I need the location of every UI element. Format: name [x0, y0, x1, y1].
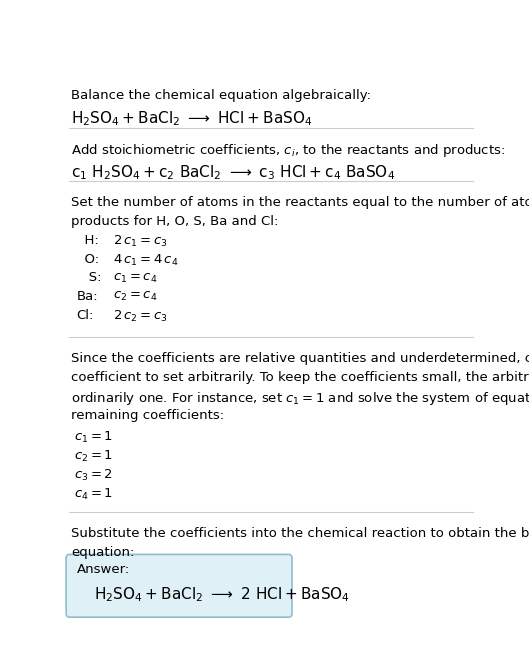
Text: Since the coefficients are relative quantities and underdetermined, choose a: Since the coefficients are relative quan…	[71, 352, 529, 365]
Text: $c_1 = 1$: $c_1 = 1$	[74, 430, 113, 445]
FancyBboxPatch shape	[66, 554, 292, 617]
Text: $\mathrm{H_2SO_4 + BaCl_2 \ \longrightarrow \ HCl + BaSO_4}$: $\mathrm{H_2SO_4 + BaCl_2 \ \longrightar…	[71, 109, 312, 128]
Text: $c_1 = c_4$: $c_1 = c_4$	[113, 272, 158, 285]
Text: products for H, O, S, Ba and Cl:: products for H, O, S, Ba and Cl:	[71, 215, 278, 228]
Text: Substitute the coefficients into the chemical reaction to obtain the balanced: Substitute the coefficients into the che…	[71, 527, 529, 540]
Text: S:: S:	[76, 272, 102, 285]
Text: Answer:: Answer:	[77, 564, 130, 576]
Text: O:: O:	[76, 252, 99, 265]
Text: $c_3 = 2$: $c_3 = 2$	[74, 468, 113, 483]
Text: $c_4 = 1$: $c_4 = 1$	[74, 487, 113, 502]
Text: Add stoichiometric coefficients, $c_i$, to the reactants and products:: Add stoichiometric coefficients, $c_i$, …	[71, 142, 505, 159]
Text: $c_2 = c_4$: $c_2 = c_4$	[113, 291, 158, 303]
Text: $\mathrm{c_1\ H_2SO_4 + c_2\ BaCl_2 \ \longrightarrow \ c_3\ HCl + c_4\ BaSO_4}$: $\mathrm{c_1\ H_2SO_4 + c_2\ BaCl_2 \ \l…	[71, 163, 395, 182]
Text: $\mathrm{H_2SO_4 + BaCl_2 \ \longrightarrow \ 2\ HCl + BaSO_4}$: $\mathrm{H_2SO_4 + BaCl_2 \ \longrightar…	[94, 586, 350, 604]
Text: Balance the chemical equation algebraically:: Balance the chemical equation algebraica…	[71, 89, 371, 102]
Text: $2\,c_1 = c_3$: $2\,c_1 = c_3$	[113, 234, 168, 248]
Text: $2\,c_2 = c_3$: $2\,c_2 = c_3$	[113, 309, 168, 324]
Text: ordinarily one. For instance, set $c_1 = 1$ and solve the system of equations fo: ordinarily one. For instance, set $c_1 =…	[71, 390, 529, 407]
Text: remaining coefficients:: remaining coefficients:	[71, 409, 224, 422]
Text: Set the number of atoms in the reactants equal to the number of atoms in the: Set the number of atoms in the reactants…	[71, 195, 529, 209]
Text: equation:: equation:	[71, 546, 134, 559]
Text: Cl:: Cl:	[76, 309, 94, 322]
Text: coefficient to set arbitrarily. To keep the coefficients small, the arbitrary va: coefficient to set arbitrarily. To keep …	[71, 371, 529, 384]
Text: $c_2 = 1$: $c_2 = 1$	[74, 449, 113, 465]
Text: Ba:: Ba:	[76, 291, 98, 303]
Text: $4\,c_1 = 4\,c_4$: $4\,c_1 = 4\,c_4$	[113, 252, 179, 268]
Text: H:: H:	[76, 234, 99, 247]
